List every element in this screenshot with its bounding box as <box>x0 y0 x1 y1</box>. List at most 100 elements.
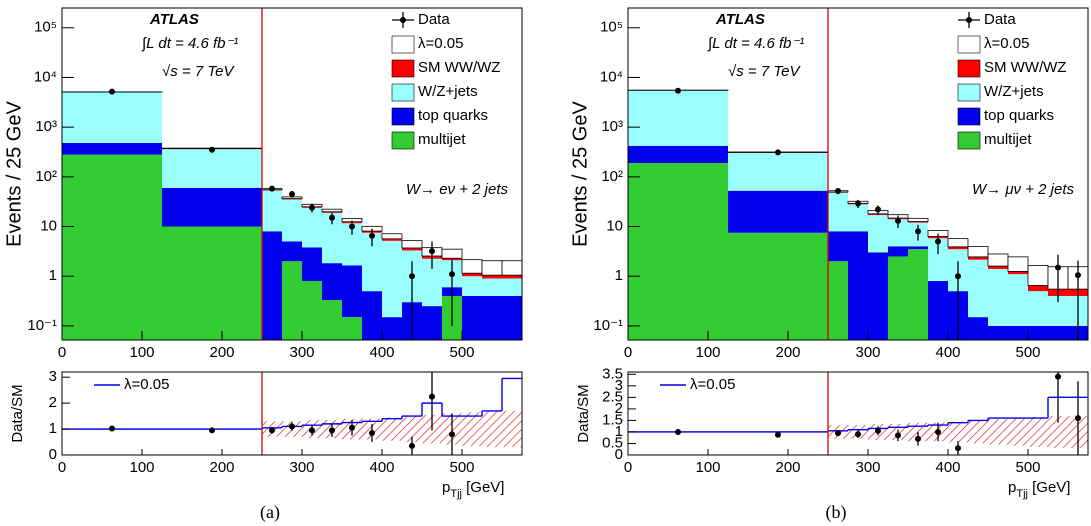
histogram-segment <box>502 275 522 279</box>
energy-label: √s = 7 TeV <box>162 63 235 80</box>
data-point <box>329 214 335 221</box>
histogram-segment <box>967 246 989 258</box>
y-tick-label: 2 <box>49 394 57 411</box>
histogram-segment <box>1007 256 1029 272</box>
y-axis-label: Data/SM <box>575 384 592 442</box>
histogram-segment <box>402 247 422 251</box>
experiment-label: ATLAS <box>149 11 199 28</box>
data-point <box>289 423 295 430</box>
histogram-segment <box>322 211 342 213</box>
x-tick-label: 0 <box>58 344 66 361</box>
histogram-segment <box>1028 285 1048 292</box>
data-point <box>675 87 681 94</box>
histogram-segment <box>888 256 908 340</box>
histogram-segment <box>282 261 302 340</box>
histogram-segment <box>162 226 262 340</box>
histogram-segment <box>728 152 828 191</box>
histogram-segment <box>968 317 988 340</box>
y-tick-label: 10 <box>606 217 623 234</box>
histogram-segment <box>62 142 162 155</box>
histogram-segment <box>968 256 988 260</box>
x-axis-label-unit: [GeV] <box>1028 479 1071 496</box>
histogram-segment <box>322 212 342 264</box>
x-axis-label-main: p <box>442 479 450 496</box>
y-tick-label: 10⁵ <box>34 19 57 36</box>
histogram-segment <box>482 295 502 340</box>
histogram-segment <box>382 240 402 318</box>
data-point <box>875 206 881 213</box>
plot-frame <box>627 371 1089 456</box>
legend-label: Data <box>984 11 1016 28</box>
y-tick-label: 10² <box>601 168 623 185</box>
legend-swatch <box>957 83 981 102</box>
histogram-segment <box>422 258 442 307</box>
x-axis-label-unit: [GeV] <box>462 479 505 496</box>
histogram-segment <box>262 231 282 340</box>
data-point <box>309 427 315 434</box>
legend-label: multijet <box>418 131 466 148</box>
histogram-segment <box>888 219 908 247</box>
y-tick-label: 3 <box>615 377 623 394</box>
histogram-segment <box>381 233 403 240</box>
histogram-segment <box>502 295 522 340</box>
uncertainty-band <box>402 416 422 443</box>
data-point <box>109 425 115 432</box>
data-point <box>209 146 215 153</box>
x-tick-label: 0 <box>58 459 66 476</box>
legend-swatch <box>957 59 981 78</box>
histogram-segment <box>282 199 302 242</box>
legend-swatch <box>391 131 415 150</box>
data-point <box>209 427 215 434</box>
channel-label: W→ eν + 2 jets <box>406 181 509 198</box>
histogram-segment <box>907 217 929 222</box>
data-point <box>329 427 335 434</box>
x-tick-label: 200 <box>209 344 234 361</box>
x-tick-label: 300 <box>289 459 314 476</box>
x-tick-label: 400 <box>369 344 394 361</box>
data-point <box>409 442 415 449</box>
data-point <box>369 232 375 239</box>
legend-label: multijet <box>984 131 1032 148</box>
uncertainty-band <box>968 420 988 444</box>
y-axis-label: Events / 25 GeV <box>3 101 25 247</box>
y-tick-label: 0.5 <box>602 434 623 451</box>
data-point <box>835 430 841 437</box>
histogram-segment <box>302 247 322 282</box>
histogram-segment <box>322 263 342 301</box>
uncertainty-band <box>382 417 402 441</box>
histogram-segment <box>848 204 868 232</box>
histogram-segment <box>462 273 482 277</box>
legend-swatch <box>391 83 415 102</box>
y-tick-label: 3.5 <box>602 365 623 382</box>
legend-swatch <box>957 131 981 150</box>
uncertainty-band <box>1048 415 1068 449</box>
x-tick-label: 0 <box>624 459 632 476</box>
histogram-segment <box>302 207 322 248</box>
histogram-segment <box>988 325 1008 340</box>
data-point <box>895 432 901 439</box>
y-axis-label: Events / 25 GeV <box>569 101 591 247</box>
y-tick-label: 1 <box>615 423 623 440</box>
data-point <box>915 435 921 442</box>
histogram-segment <box>1028 325 1048 340</box>
x-tick-label: 300 <box>855 344 880 361</box>
uncertainty-band <box>1028 416 1048 447</box>
data-point <box>1075 415 1081 422</box>
data-point <box>1055 264 1061 271</box>
histogram-segment <box>868 215 888 253</box>
histogram-segment <box>1008 274 1028 326</box>
histogram-segment <box>908 249 928 340</box>
histogram-segment <box>628 162 728 340</box>
data-point <box>369 429 375 436</box>
data-point <box>875 427 881 434</box>
histogram-segment <box>988 266 1008 269</box>
data-point <box>289 191 295 198</box>
histogram-segment <box>481 260 503 276</box>
luminosity-label: ∫L dt = 4.6 fb⁻¹ <box>707 35 804 52</box>
data-point <box>449 271 455 278</box>
data-point <box>1075 272 1081 279</box>
y-tick-label: 10⁴ <box>600 68 623 85</box>
y-tick-label: 1 <box>49 420 57 437</box>
histogram-segment <box>362 291 382 340</box>
data-point <box>409 273 415 280</box>
